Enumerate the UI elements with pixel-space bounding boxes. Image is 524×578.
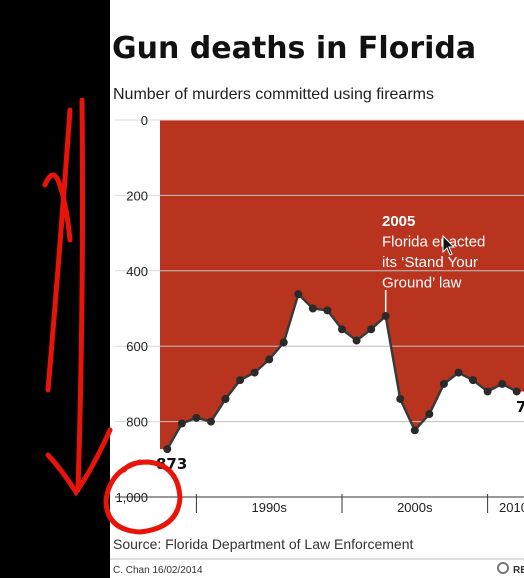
data-point [454,368,463,377]
logo-text: RE [513,565,524,576]
data-point [381,312,390,321]
data-point [323,306,332,315]
data-point [265,355,274,364]
chart-subtitle: Number of murders committed using firear… [113,86,434,103]
source-text: Source: Florida Department of Law Enforc… [113,536,413,552]
chart: Gun deaths in Florida Number of murders c… [110,31,524,576]
data-point [338,325,346,334]
data-point [498,379,507,388]
x-tick-label: 2010s [499,500,524,515]
data-point [250,368,259,377]
data-point [177,419,186,428]
y-tick-label: 600 [126,339,148,354]
data-point [294,290,303,299]
data-point [192,413,201,422]
y-tick-label: 800 [126,415,148,430]
first-value-label: 873 [156,455,187,473]
annotation-text: its ‘Stand Your [382,254,478,271]
data-point [425,410,434,419]
data-point [439,379,448,388]
data-point [483,387,492,396]
annotation-text: Florida enacted [382,234,485,251]
annotation-year: 2005 [382,213,415,230]
y-tick-label: 400 [126,264,148,279]
data-point [279,338,288,347]
credit-text: C. Chan 16/02/2014 [113,565,203,576]
x-tick-label: 1990s [251,500,287,515]
data-point [308,304,317,313]
red-arrow-down [45,97,113,497]
chart-panel: Gun deaths in Florida Number of murders c… [110,0,524,578]
last-value-label: 7 [516,398,524,416]
x-tick-label: 2000s [397,500,433,515]
logo-icon [497,562,509,574]
data-point [512,387,521,396]
data-point [352,336,361,345]
data-point [163,445,172,454]
chart-title: Gun deaths in Florida [112,31,476,66]
data-point [396,394,405,403]
annotation-text: Ground’ law [382,275,462,292]
red-area [160,120,524,450]
y-tick-label: 200 [126,188,148,203]
red-arrow-up [42,107,73,393]
data-point [221,394,230,403]
y-tick-label: 0 [141,113,148,128]
data-point [206,417,215,426]
data-point [410,426,419,435]
data-point [469,376,478,385]
data-point [236,376,245,385]
data-point [367,325,376,334]
